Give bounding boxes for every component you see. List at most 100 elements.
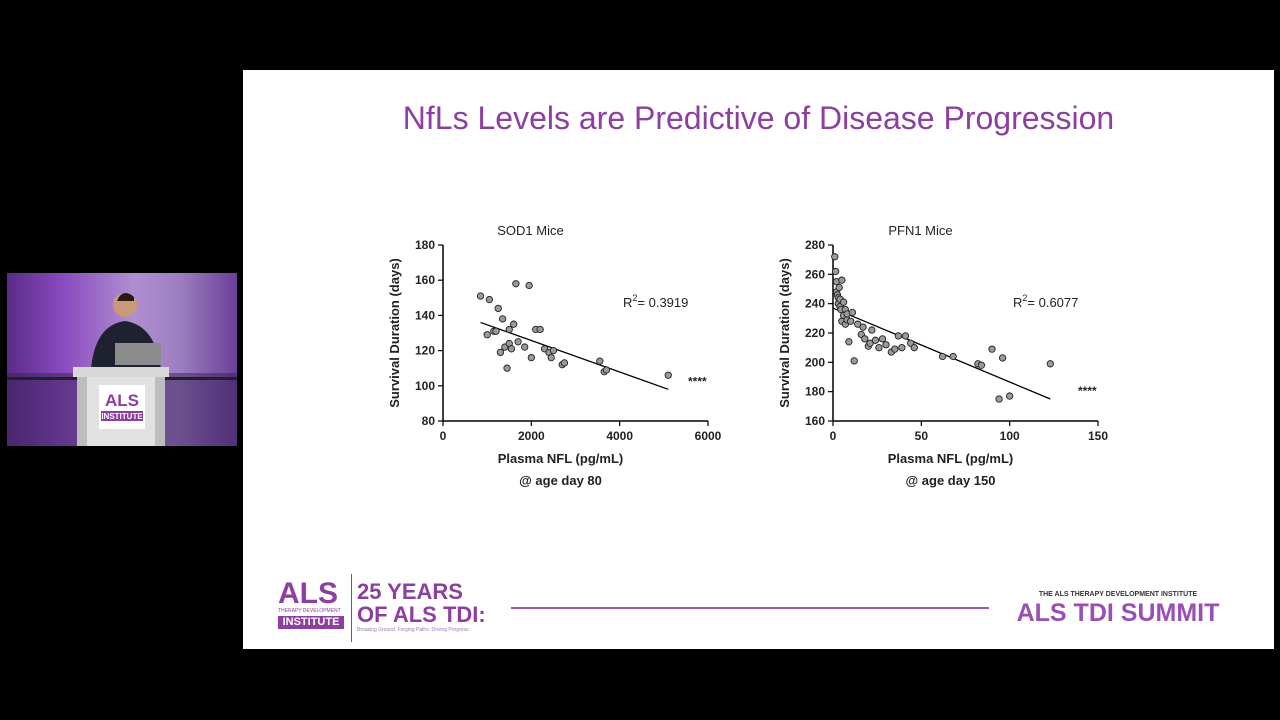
pfn1-data-point	[845, 338, 853, 346]
logo-institute-text: INSTITUTE	[278, 616, 344, 629]
logo-therapy-text: THERAPY DEVELOPMENT	[278, 608, 341, 614]
summit-small-text: THE ALS THERAPY DEVELOPMENT INSTITUTE	[1038, 591, 1198, 598]
pfn1-y-tick-label: 280	[805, 238, 825, 252]
pfn1-data-point	[1006, 392, 1014, 400]
pfn1-data-point	[949, 352, 957, 361]
sod1-x-tick-label: 6000	[695, 429, 722, 443]
sod1-y-tick-label: 80	[422, 414, 436, 428]
sod1-y-axis-label: Survival Duration (days)	[387, 258, 402, 408]
footer-tagline: Breaking Ground. Forging Paths. Driving …	[357, 627, 470, 633]
sod1-data-point	[494, 304, 502, 313]
pfn1-y-tick-label: 240	[805, 297, 825, 311]
pfn1-data-point	[1046, 360, 1054, 368]
pfn1-data-point	[832, 267, 840, 276]
pfn1-data-point	[894, 332, 903, 340]
pfn1-chart-title: PFN1 Mice	[888, 223, 952, 238]
pfn1-y-tick-label: 200	[805, 355, 825, 369]
podium-logo	[99, 385, 145, 429]
sod1-data-point	[476, 292, 485, 300]
pfn1-data-point	[898, 344, 906, 352]
pfn1-x-axis-sublabel: @ age day 150	[905, 473, 995, 488]
pfn1-data-point	[859, 323, 867, 331]
sod1-data-point	[560, 359, 569, 367]
sod1-fit-line	[480, 321, 669, 390]
podium-logo-als: ALS	[105, 391, 139, 410]
pfn1-data-point	[850, 357, 858, 365]
pfn1-data-point	[871, 336, 880, 344]
sod1-scatter-chart: SOD1 Mice 80 100 120 140 160 180 0 2000 4000 6000 P…	[387, 223, 722, 488]
sod1-x-tick-label: 4000	[606, 429, 633, 443]
pfn1-data-point	[977, 361, 986, 369]
pfn1-data-point	[847, 317, 855, 325]
sod1-data-point	[547, 353, 555, 362]
pfn1-data-point	[891, 345, 899, 353]
sod1-data-point	[510, 320, 518, 328]
sod1-data-point	[527, 353, 535, 362]
pfn1-data-point	[988, 345, 996, 353]
als-tdi-logo: ALS THERAPY DEVELOPMENT INSTITUTE	[278, 577, 344, 629]
pfn1-data-point	[835, 283, 843, 292]
sod1-chart-title: SOD1 Mice	[497, 223, 563, 238]
sod1-data-point	[507, 345, 516, 353]
pfn1-significance-stars: ****	[1078, 384, 1097, 398]
pfn1-y-tick-label: 220	[805, 326, 825, 340]
sod1-data-point	[664, 371, 672, 379]
summit-logo: THE ALS THERAPY DEVELOPMENT INSTITUTE AL…	[1003, 590, 1233, 627]
sod1-data-point	[498, 315, 507, 323]
pfn1-data-point	[875, 344, 883, 352]
sod1-data-point	[602, 366, 611, 374]
sod1-data-point	[492, 327, 500, 335]
pfn1-data-point	[861, 335, 869, 343]
sod1-r2-annotation: R2= 0.3919	[623, 293, 688, 310]
footer-divider	[351, 574, 352, 642]
pfn1-y-tick-label: 260	[805, 267, 825, 281]
sod1-data-point	[536, 325, 544, 334]
sod1-x-axis-label: Plasma NFL (pg/mL)	[498, 451, 623, 466]
pfn1-data-point	[910, 344, 918, 352]
years-line2: OF ALS TDI:	[357, 602, 486, 627]
sod1-data-point	[521, 343, 529, 351]
pfn1-x-tick-label: 100	[1000, 429, 1020, 443]
sod1-y-tick-label: 140	[415, 308, 435, 322]
years-line1: 25 YEARS	[357, 579, 463, 604]
pfn1-data-point	[998, 354, 1007, 362]
sod1-y-tick-label: 180	[415, 238, 435, 252]
podium-logo-institute: INSTITUTE	[101, 412, 143, 421]
pfn1-y-axis-label: Survival Duration (days)	[777, 258, 792, 408]
sod1-data-point	[485, 295, 494, 304]
sod1-x-tick-label: 2000	[518, 429, 545, 443]
pfn1-data-point	[839, 298, 848, 306]
summit-big-text: ALS TDI SUMMIT	[1016, 599, 1220, 627]
sod1-data-point	[514, 338, 522, 346]
sod1-y-tick-label: 100	[415, 379, 435, 393]
sod1-data-point	[525, 281, 533, 290]
pfn1-x-tick-label: 150	[1088, 429, 1108, 443]
pfn1-y-tick-label: 160	[805, 414, 825, 428]
slide-title: NfLs Levels are Predictive of Disease Pr…	[402, 100, 1115, 136]
logo-als-text: ALS	[278, 577, 338, 610]
pfn1-r2-annotation: R2= 0.6077	[1013, 293, 1078, 310]
pfn1-data-point	[995, 395, 1003, 403]
pfn1-x-tick-label: 50	[915, 429, 929, 443]
pfn1-data-point	[848, 308, 857, 317]
pfn1-y-tick-label: 180	[805, 385, 825, 399]
sod1-x-axis-sublabel: @ age day 80	[519, 473, 602, 488]
sod1-data-point	[596, 357, 604, 365]
presentation-slide: NfLs Levels are Predictive of Disease Pr…	[243, 70, 1274, 649]
pfn1-data-point	[938, 352, 947, 361]
pfn1-data-point	[901, 332, 910, 340]
sod1-data-point	[496, 348, 505, 357]
speaker-scene: ALS INSTITUTE	[7, 293, 237, 446]
pfn1-data-point	[838, 276, 846, 284]
pfn1-x-axis-label: Plasma NFL (pg/mL)	[888, 451, 1013, 466]
pfn1-data-point	[831, 253, 839, 261]
sod1-data-point	[483, 331, 491, 339]
sod1-significance-stars: ****	[688, 374, 707, 388]
pfn1-scatter-chart: PFN1 Mice 160 180 200 220 240 260 280 0 50 100 150 P…	[777, 223, 1108, 488]
footer-rule	[511, 607, 989, 609]
footer-years: 25 YEARS OF ALS TDI: Breaking Ground. Fo…	[357, 580, 486, 634]
sod1-data-point	[512, 280, 520, 288]
sod1-y-tick-label: 120	[415, 344, 435, 358]
sod1-x-tick-label: 0	[440, 429, 447, 443]
speaker-video: ALS INSTITUTE	[7, 273, 237, 446]
